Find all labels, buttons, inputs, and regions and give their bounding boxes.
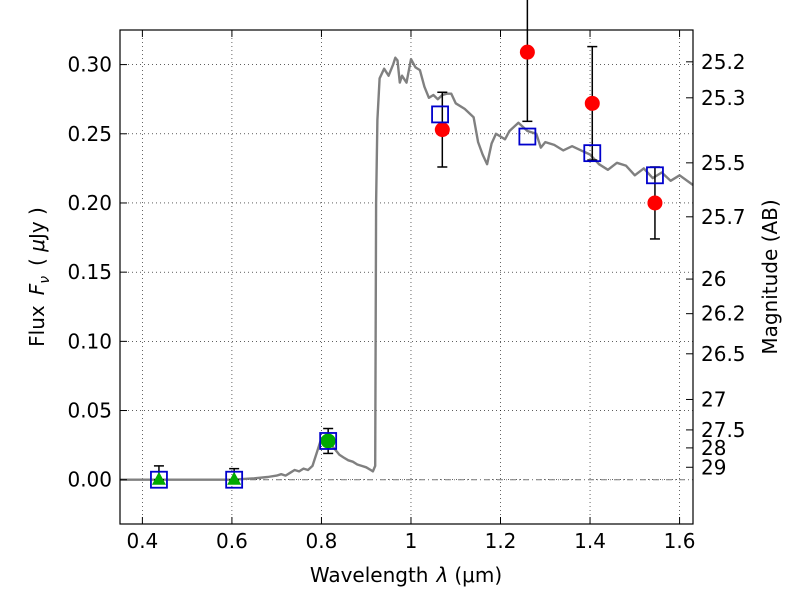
x-tick-label: 0.8 [306, 529, 338, 553]
magnitude-tick-label: 26.2 [701, 302, 746, 326]
magnitude-tick-label: 25.2 [701, 50, 746, 74]
magnitude-tick-label: 26.5 [701, 342, 746, 366]
y-tick-label: 0.25 [67, 122, 112, 146]
model-photometry-point [518, 127, 537, 146]
y-tick-label: 0.30 [67, 53, 112, 77]
x-axis-label: Wavelength λ (μm) [310, 563, 502, 587]
magnitude-tick-label: 25.5 [701, 151, 746, 175]
sed-model [120, 56, 694, 481]
x-tick-label: 1.2 [485, 529, 517, 553]
sed-model-line [120, 56, 694, 481]
x-ticks: 0.4 0.6 0.8 1 1.2 1.4 1.6 [126, 30, 695, 553]
grid [120, 30, 693, 524]
error-bars [153, 0, 660, 481]
y-tick-label: 0.00 [67, 468, 112, 492]
magnitude-axis-label: Magnitude (AB) [758, 199, 782, 354]
detection-point [320, 433, 336, 449]
data-points [150, 44, 664, 489]
x-tick-label: 1.4 [574, 529, 606, 553]
y-tick-label: 0.15 [67, 260, 112, 284]
y-tick-label: 0.20 [67, 191, 112, 215]
observed-flux-point [434, 122, 450, 138]
x-tick-label: 0.4 [126, 529, 158, 553]
observed-flux-point [584, 95, 600, 111]
magnitude-tick-label: 26 [701, 267, 726, 291]
model-photometry-point [225, 470, 244, 489]
x-tick-label: 0.6 [216, 529, 248, 553]
plot-frame [119, 29, 694, 525]
y-ticks: 0.00 0.05 0.10 0.15 0.20 0.25 0.30 [67, 53, 127, 492]
x-tick-label: 1.6 [664, 529, 696, 553]
observed-flux-point [647, 195, 663, 211]
magnitude-tick-label: 29 [701, 455, 726, 479]
model-photometry-point [319, 432, 338, 450]
model-photometry-point [150, 470, 168, 489]
upper-limit-point [227, 471, 242, 485]
y-tick-label: 0.10 [67, 329, 112, 353]
magnitude-tick-label: 27.5 [701, 418, 746, 442]
magnitude-tick-label: 27 [701, 387, 726, 411]
x-tick-label: 1 [405, 529, 418, 553]
y-axis-label: FluxFν( μJy ) [25, 207, 53, 347]
magnitude-tick-label: 28 [701, 436, 726, 460]
observed-flux-point [519, 44, 535, 60]
y-tick-label: 0.05 [67, 399, 112, 423]
magnitude-tick-label: 25.3 [701, 86, 746, 110]
model-photometry-point [583, 144, 602, 163]
model-photometry-point [646, 166, 664, 185]
model-photometry-point [431, 105, 449, 124]
upper-limit-point [151, 471, 166, 485]
magnitude-tick-label: 25.7 [701, 205, 746, 229]
